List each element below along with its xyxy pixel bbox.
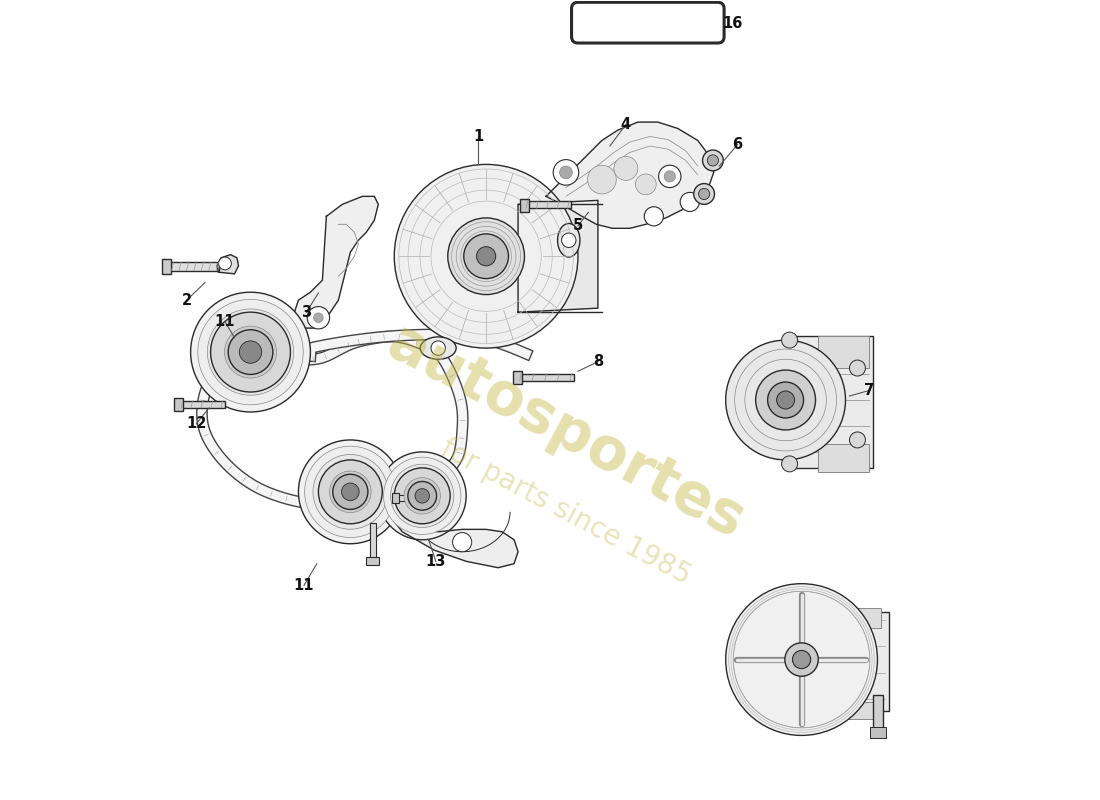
Bar: [525, 201, 571, 208]
Text: for parts since 1985: for parts since 1985: [437, 434, 695, 590]
Bar: [790, 336, 873, 468]
Circle shape: [307, 306, 330, 329]
Bar: [167, 262, 219, 270]
Circle shape: [330, 471, 371, 513]
Bar: [817, 336, 869, 368]
Circle shape: [659, 166, 681, 187]
Circle shape: [452, 533, 472, 552]
Polygon shape: [518, 200, 598, 312]
Circle shape: [614, 157, 638, 180]
Circle shape: [792, 650, 811, 669]
Ellipse shape: [420, 337, 456, 359]
Text: 12: 12: [186, 417, 207, 431]
Bar: [370, 523, 376, 562]
Circle shape: [726, 340, 846, 460]
Circle shape: [228, 330, 273, 374]
Circle shape: [198, 299, 304, 405]
Circle shape: [314, 454, 387, 530]
FancyBboxPatch shape: [572, 2, 724, 43]
Circle shape: [378, 452, 466, 540]
Circle shape: [645, 206, 663, 226]
Circle shape: [768, 382, 804, 418]
Text: 11: 11: [294, 578, 315, 593]
Text: 8: 8: [593, 354, 603, 369]
Circle shape: [782, 332, 797, 348]
Circle shape: [464, 234, 508, 278]
Circle shape: [553, 160, 579, 185]
Bar: [810, 612, 890, 711]
Bar: [178, 401, 226, 408]
Bar: [397, 495, 422, 501]
Text: 11: 11: [214, 314, 235, 330]
Bar: [174, 398, 183, 411]
Circle shape: [698, 188, 710, 199]
Circle shape: [431, 341, 446, 355]
Circle shape: [333, 474, 367, 510]
Text: 4: 4: [620, 117, 631, 132]
Bar: [814, 608, 881, 628]
Circle shape: [394, 165, 578, 348]
Polygon shape: [394, 522, 518, 568]
Circle shape: [224, 326, 276, 378]
Circle shape: [314, 313, 323, 322]
Circle shape: [415, 489, 429, 503]
Circle shape: [636, 174, 657, 194]
Bar: [162, 259, 172, 274]
Circle shape: [849, 360, 866, 376]
Bar: [814, 702, 881, 719]
Text: autosportes: autosportes: [377, 314, 755, 550]
Circle shape: [587, 166, 616, 194]
Bar: [519, 198, 529, 211]
Bar: [366, 558, 379, 566]
Text: 16: 16: [722, 15, 742, 30]
Ellipse shape: [558, 223, 580, 257]
Text: 1: 1: [473, 129, 483, 144]
Circle shape: [219, 257, 231, 270]
Text: 6: 6: [733, 137, 742, 152]
Circle shape: [384, 457, 461, 534]
Bar: [817, 444, 869, 472]
Circle shape: [210, 312, 290, 392]
Circle shape: [448, 218, 525, 294]
Circle shape: [785, 643, 818, 676]
Text: 7: 7: [865, 383, 874, 398]
Circle shape: [707, 155, 718, 166]
Circle shape: [318, 460, 383, 524]
Circle shape: [476, 246, 496, 266]
Circle shape: [394, 468, 450, 524]
Circle shape: [560, 166, 572, 178]
Circle shape: [703, 150, 724, 170]
Circle shape: [190, 292, 310, 412]
Circle shape: [782, 456, 797, 472]
Polygon shape: [217, 254, 239, 274]
Circle shape: [849, 432, 866, 448]
Circle shape: [680, 192, 700, 211]
Bar: [518, 374, 574, 381]
Circle shape: [404, 478, 440, 514]
Circle shape: [240, 341, 262, 363]
Circle shape: [305, 446, 396, 538]
Circle shape: [756, 370, 815, 430]
Bar: [392, 493, 399, 503]
Text: 2: 2: [182, 293, 191, 308]
Circle shape: [777, 391, 794, 409]
Circle shape: [562, 233, 576, 247]
Circle shape: [298, 440, 403, 544]
Circle shape: [408, 482, 437, 510]
Text: 5: 5: [573, 218, 583, 234]
Bar: [873, 695, 883, 735]
Text: 3: 3: [301, 305, 311, 320]
Bar: [514, 371, 522, 384]
Text: 13: 13: [426, 554, 446, 569]
Circle shape: [664, 170, 675, 182]
Circle shape: [726, 584, 878, 735]
Circle shape: [342, 483, 359, 501]
Circle shape: [390, 464, 454, 527]
Circle shape: [694, 183, 715, 204]
Bar: [870, 726, 887, 738]
Polygon shape: [546, 122, 714, 228]
Circle shape: [208, 309, 294, 395]
Polygon shape: [295, 196, 378, 328]
